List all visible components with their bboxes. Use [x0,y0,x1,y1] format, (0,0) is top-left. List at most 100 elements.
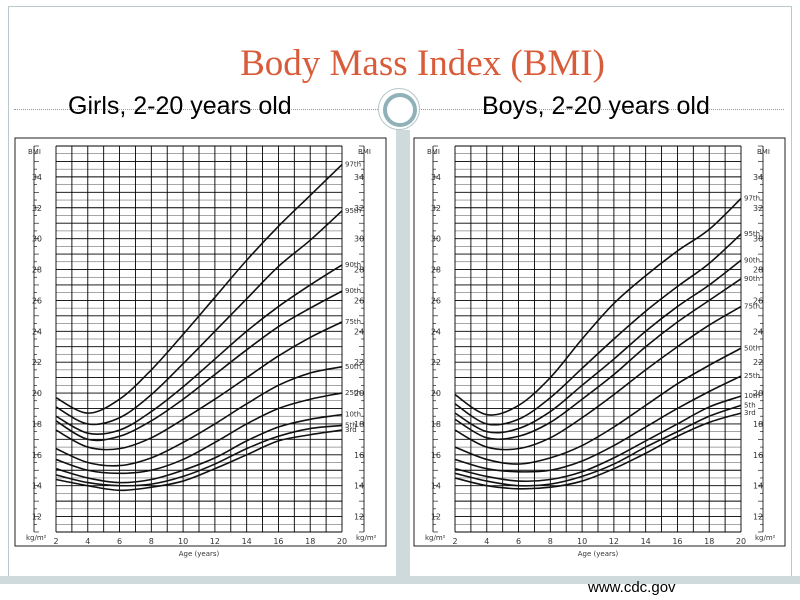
y-tick-label: 12 [753,513,763,522]
x-tick-label: 20 [337,537,347,546]
y-tick-label: 24 [431,327,441,336]
slide-frame-top [8,6,792,7]
percentile-curve-90th [454,278,742,441]
y-tick-label: 26 [431,296,441,305]
footer-bar [0,576,800,584]
series-label: 90th [345,287,361,295]
y-tick-label: 32 [32,204,42,213]
percentile-curve-25th [454,375,742,473]
x-tick-label: 14 [641,537,651,546]
source-credit: www.cdc.gov [588,579,676,596]
series-label: 90th [744,256,760,264]
y-tick-label: 22 [354,358,364,367]
series-label: 90th [345,261,361,269]
chart-grid [454,145,742,533]
y-tick-label: 28 [431,266,441,275]
boys-heading: Boys, 2-20 years old [482,92,710,120]
y-tick-label: 30 [753,235,763,244]
series-label: 50th [744,344,760,352]
y-tick-label: 34 [753,173,763,182]
percentile-curve-90th [55,264,343,435]
x-tick-label: 12 [210,537,220,546]
series-label: 95th [345,207,361,215]
y-tick-label: 32 [354,204,364,213]
y-tick-label: 14 [354,482,364,491]
y-axis-label-right: BMI [358,148,371,156]
slide-frame-right [791,6,792,576]
y-tick-label: 22 [32,358,42,367]
percentile-curve-10th [454,395,742,483]
percentile-curve-10th [55,413,343,484]
percentile-curve-5th [454,404,742,487]
series-label: 75th [744,303,760,311]
slide-title: Body Mass Index (BMI) [240,43,605,84]
percentile-curve-75th [55,321,343,451]
x-tick-label: 18 [704,537,714,546]
x-tick-label: 18 [305,537,315,546]
chart-background [14,132,388,572]
y-tick-label: 18 [431,420,441,429]
x-tick-label: 4 [85,537,90,546]
chart-frame [413,137,786,547]
y-axis-label-left: BMI [28,148,41,156]
series-label: 25th [744,372,760,380]
chart-grid [55,145,343,533]
x-axis-label: Age (years) [179,550,220,558]
girls-heading: Girls, 2-20 years old [68,92,292,120]
y-tick-label: 14 [753,482,763,491]
series-label: 97th [744,194,760,202]
x-axis-label: Age (years) [578,550,619,558]
y-tick-label: 16 [753,451,763,460]
y-tick-label: 24 [753,327,763,336]
divider-rule-right [418,109,784,111]
percentile-curve-75th [454,305,742,451]
x-tick-label: 8 [548,537,553,546]
series-label: 3rd [744,409,756,417]
x-tick-label: 12 [609,537,619,546]
y-tick-label: 22 [753,358,763,367]
series-label: 50th [345,363,361,371]
y-tick-label: 34 [32,173,42,182]
y-tick-label: 14 [431,482,441,491]
x-tick-label: 2 [452,537,457,546]
y-tick-label: 20 [32,389,42,398]
percentile-curve-3rd [55,429,343,492]
percentile-curve-90th [55,290,343,442]
y-tick-label: 30 [32,235,42,244]
slide-frame-left [8,6,9,576]
y-tick-label: 12 [431,513,441,522]
chart-frame [14,137,387,547]
y-unit-label-left: kg/m² [26,534,47,542]
x-tick-label: 16 [672,537,682,546]
y-unit-label-right: kg/m² [755,534,776,542]
percentile-curve-3rd [454,412,742,490]
decorative-circle-icon [383,93,417,127]
percentile-curve-50th [55,366,343,467]
series-label: 5th [744,401,756,409]
x-tick-label: 10 [178,537,188,546]
y-tick-label: 32 [431,204,441,213]
y-tick-label: 24 [354,327,364,336]
x-tick-label: 6 [117,537,122,546]
series-label: 10th [744,392,760,400]
series-label: 90th [744,275,760,283]
y-tick-label: 32 [753,204,763,213]
x-tick-label: 14 [242,537,252,546]
y-axis-label-right: BMI [757,148,770,156]
y-unit-label-left: kg/m² [425,534,446,542]
percentile-curve-95th [55,210,343,426]
x-tick-label: 20 [736,537,746,546]
percentile-curve-5th [55,424,343,487]
y-tick-label: 30 [354,235,364,244]
percentile-curve-90th [454,259,742,434]
y-tick-label: 16 [354,451,364,460]
y-tick-label: 26 [753,296,763,305]
y-tick-label: 34 [431,173,441,182]
percentile-curve-50th [454,347,742,465]
percentile-curve-25th [55,392,343,475]
y-axis-label-left: BMI [427,148,440,156]
y-tick-label: 18 [354,420,364,429]
y-tick-label: 16 [431,451,441,460]
